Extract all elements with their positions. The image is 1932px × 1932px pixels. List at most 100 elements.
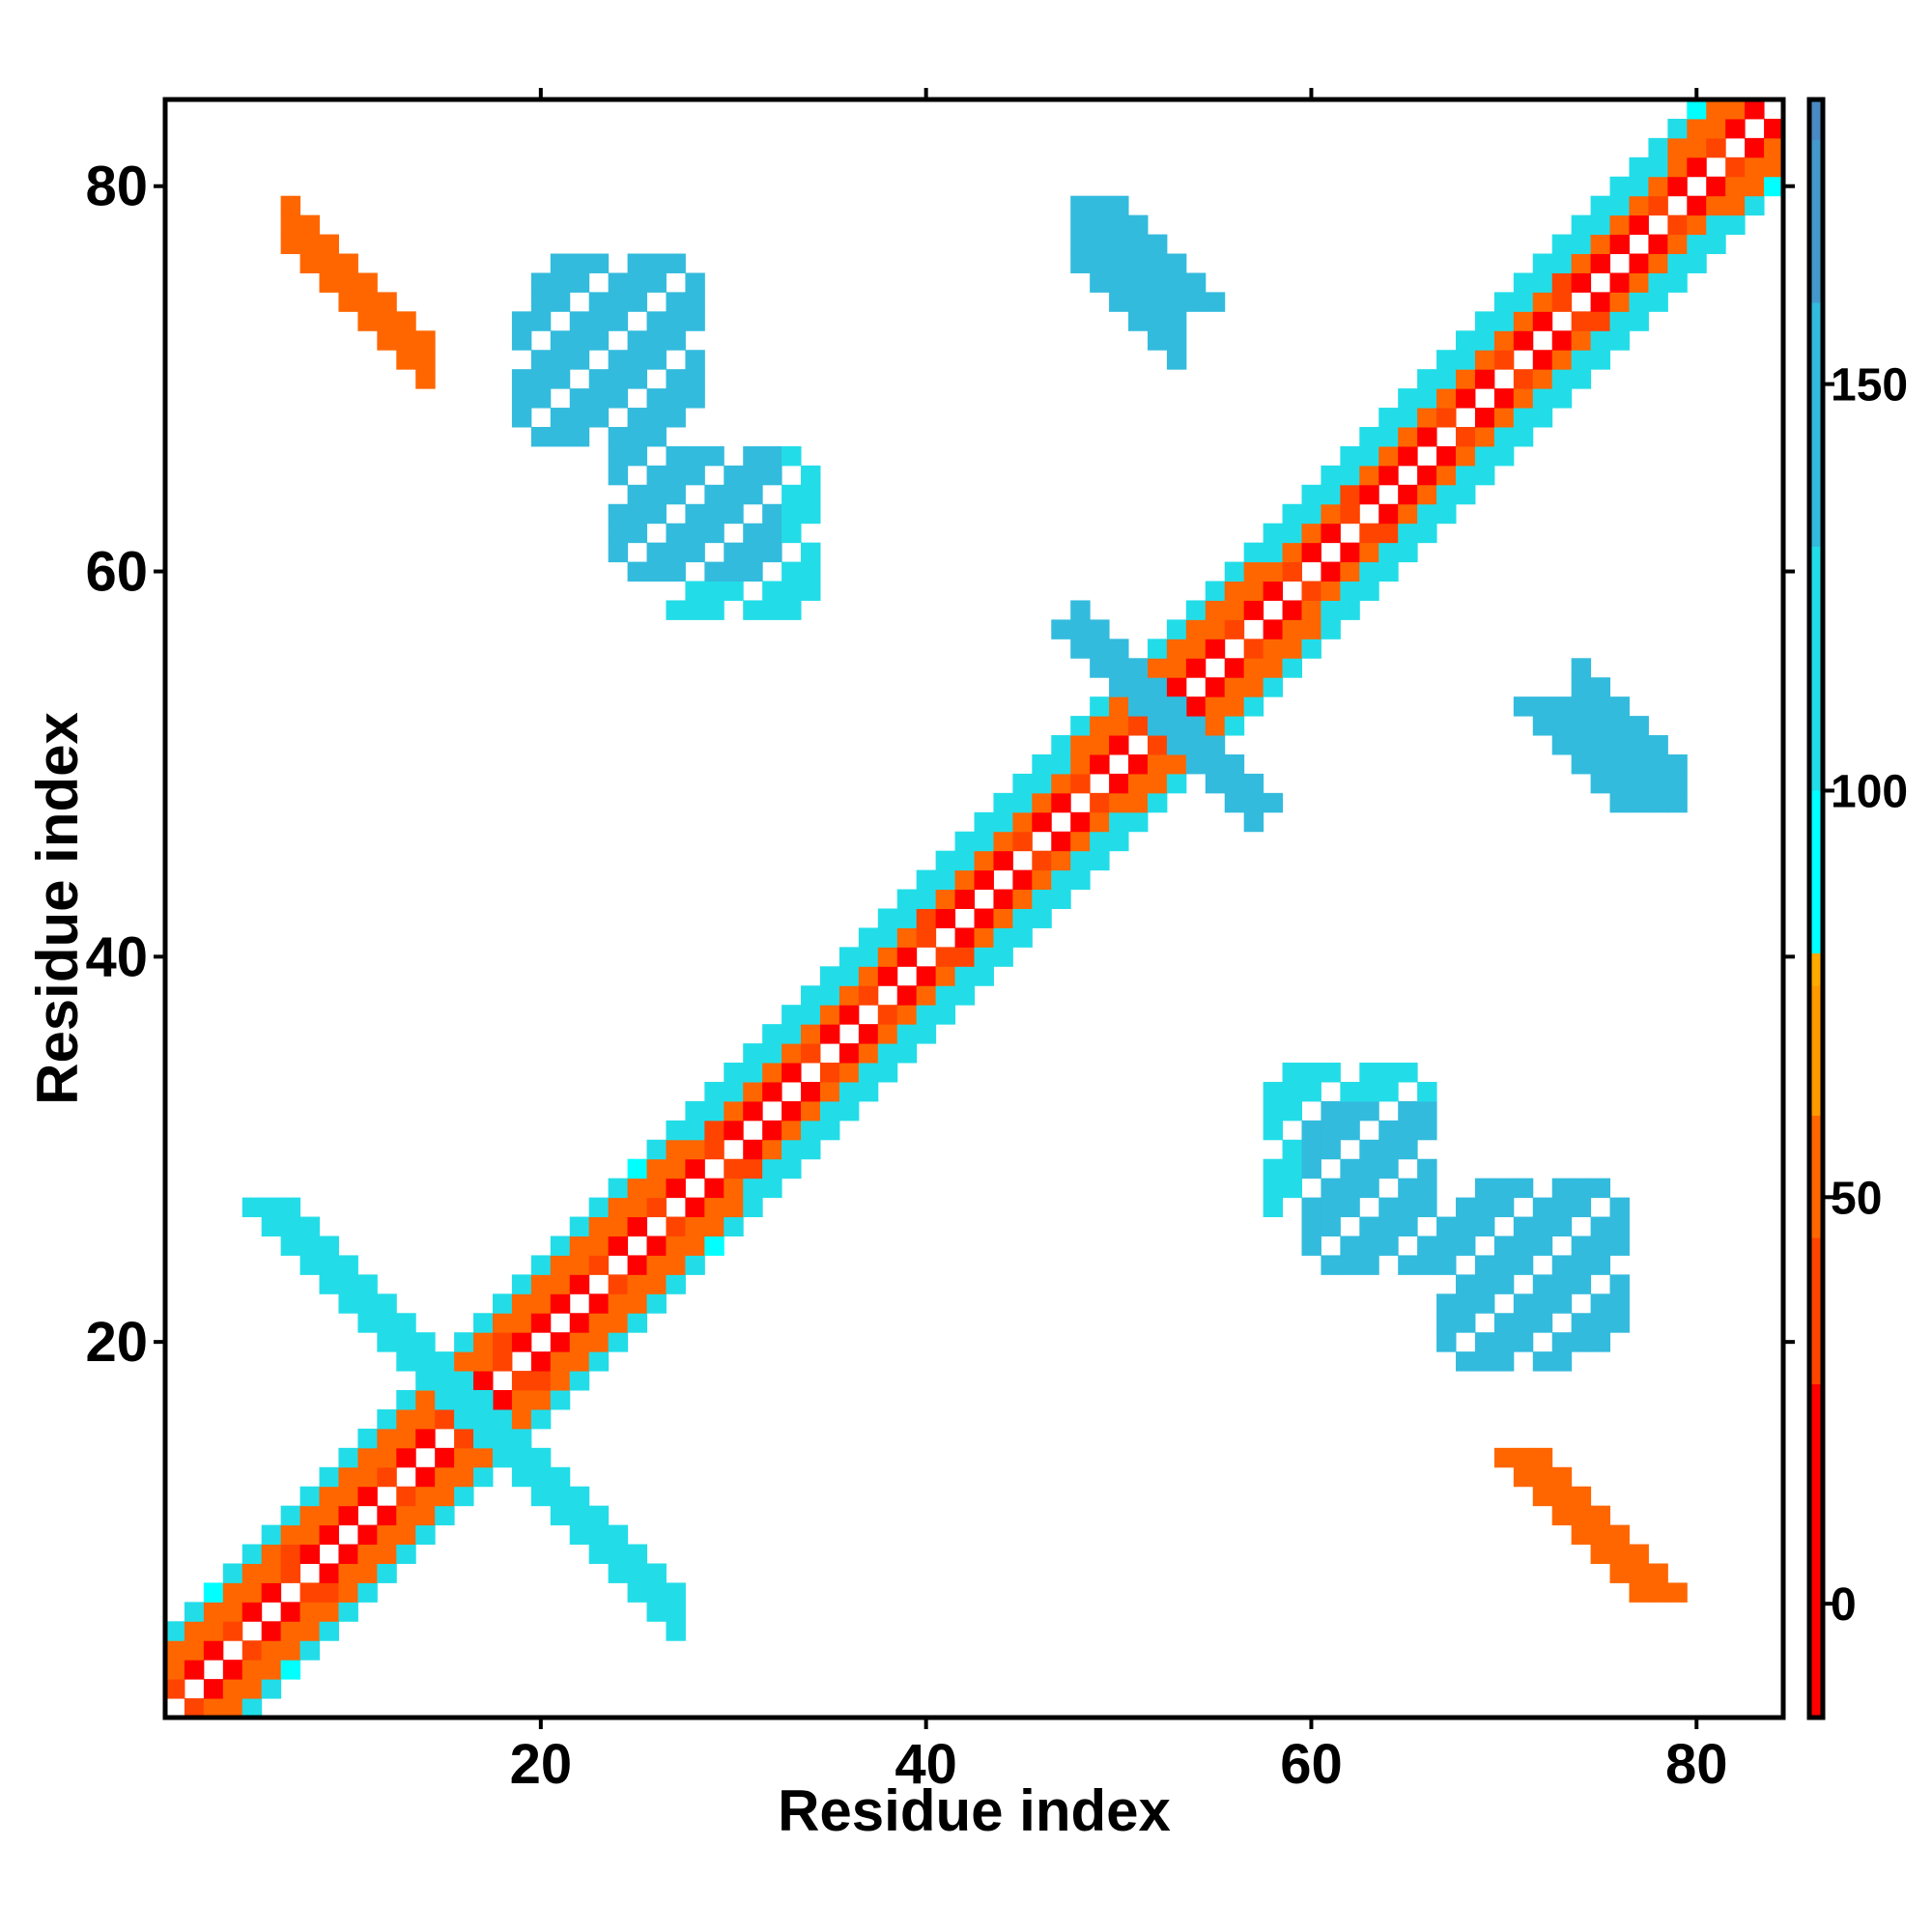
heatmap-cell bbox=[1070, 234, 1091, 255]
heatmap-cell bbox=[1764, 137, 1784, 158]
heatmap-cell bbox=[1609, 330, 1630, 351]
heatmap-cell bbox=[974, 831, 994, 852]
heatmap-cell bbox=[1359, 1178, 1379, 1199]
heatmap-cell bbox=[473, 1371, 494, 1391]
heatmap-cell bbox=[1417, 503, 1437, 525]
heatmap-cell bbox=[646, 388, 667, 409]
heatmap-cell bbox=[396, 1351, 416, 1372]
heatmap-cell bbox=[1513, 1255, 1534, 1275]
heatmap-cell bbox=[338, 1293, 358, 1314]
heatmap-cell bbox=[1532, 1197, 1553, 1218]
heatmap-cell bbox=[1090, 735, 1110, 755]
heatmap-cell bbox=[1359, 1100, 1379, 1122]
heatmap-cell bbox=[473, 1466, 494, 1488]
heatmap-cell bbox=[1590, 292, 1611, 312]
heatmap-cell bbox=[1493, 1255, 1515, 1275]
heatmap-cell bbox=[1590, 1313, 1611, 1333]
heatmap-cell bbox=[1513, 1178, 1534, 1199]
heatmap-cell bbox=[1667, 137, 1688, 158]
heatmap-cell bbox=[299, 1505, 321, 1526]
heatmap-cell bbox=[896, 1043, 918, 1064]
heatmap-cell bbox=[357, 1466, 378, 1488]
heatmap-cell bbox=[357, 1274, 378, 1294]
x-tick-label: 60 bbox=[1280, 1733, 1343, 1796]
heatmap-cell bbox=[1378, 1081, 1399, 1102]
heatmap-cell bbox=[1147, 696, 1168, 717]
heatmap-cell bbox=[1147, 658, 1168, 678]
heatmap-cell bbox=[1109, 292, 1129, 312]
heatmap-cell bbox=[435, 1408, 455, 1430]
heatmap-cell bbox=[1321, 465, 1341, 486]
heatmap-cell bbox=[1609, 1313, 1630, 1333]
heatmap-cell bbox=[1571, 696, 1592, 717]
heatmap-cell bbox=[1340, 542, 1360, 563]
heatmap-cell bbox=[1456, 1293, 1476, 1314]
heatmap-cell bbox=[1263, 1158, 1284, 1179]
heatmap-cell bbox=[1629, 195, 1649, 216]
heatmap-cell bbox=[974, 908, 994, 928]
heatmap-cell bbox=[1128, 234, 1149, 255]
heatmap-cell bbox=[1398, 426, 1418, 447]
heatmap-cell bbox=[896, 889, 918, 909]
heatmap-cell bbox=[1224, 773, 1245, 794]
heatmap-cell bbox=[1551, 272, 1573, 293]
heatmap-cell bbox=[1629, 253, 1649, 273]
heatmap-cell bbox=[762, 542, 782, 563]
heatmap-cell bbox=[319, 1466, 339, 1488]
heatmap-cell bbox=[819, 1100, 840, 1122]
heatmap-cell bbox=[1571, 1197, 1592, 1218]
heatmap-cell bbox=[415, 330, 436, 351]
heatmap-cell bbox=[222, 1563, 243, 1583]
heatmap-cell bbox=[1417, 1100, 1437, 1122]
heatmap-cell bbox=[704, 1216, 724, 1236]
heatmap-cell bbox=[1070, 811, 1091, 833]
heatmap-cell bbox=[608, 1313, 629, 1333]
heatmap-cell bbox=[704, 1081, 724, 1102]
heatmap-cell bbox=[454, 1428, 474, 1449]
heatmap-cell bbox=[1456, 1216, 1476, 1236]
heatmap-cell bbox=[1667, 1582, 1688, 1603]
heatmap-cell bbox=[454, 1332, 474, 1352]
heatmap-cell bbox=[1340, 1081, 1360, 1102]
heatmap-cell bbox=[222, 1660, 243, 1680]
heatmap-cell bbox=[743, 1043, 763, 1064]
heatmap-cell bbox=[1590, 696, 1611, 717]
heatmap-cell bbox=[280, 195, 301, 216]
heatmap-cell bbox=[1513, 1216, 1534, 1236]
heatmap-cell bbox=[1263, 1178, 1284, 1199]
heatmap-cell bbox=[377, 1408, 397, 1430]
heatmap-cell bbox=[415, 1332, 436, 1352]
heatmap-cell bbox=[1436, 369, 1457, 389]
heatmap-cell bbox=[550, 350, 571, 370]
heatmap-cell bbox=[1166, 716, 1187, 736]
heatmap-cell bbox=[819, 1081, 840, 1102]
heatmap-cell bbox=[569, 1236, 590, 1256]
heatmap-cell bbox=[492, 1332, 513, 1352]
heatmap-cell bbox=[627, 1293, 648, 1314]
heatmap-cell bbox=[1032, 792, 1052, 813]
heatmap-cell bbox=[1147, 677, 1168, 697]
heatmap-cell bbox=[1243, 542, 1264, 563]
heatmap-cell bbox=[743, 445, 763, 467]
colorbar-tick-label: 150 bbox=[1831, 360, 1908, 412]
heatmap-cell bbox=[1243, 600, 1264, 620]
heatmap-cell bbox=[1667, 253, 1688, 273]
heatmap-cell bbox=[1609, 1293, 1630, 1314]
heatmap-cell bbox=[627, 1563, 648, 1583]
heatmap-cell bbox=[993, 811, 1013, 833]
heatmap-cell bbox=[1456, 445, 1476, 467]
heatmap-cell bbox=[608, 272, 629, 293]
heatmap-cell bbox=[1648, 292, 1668, 312]
heatmap-cell bbox=[415, 1466, 436, 1488]
heatmap-cell bbox=[1551, 1332, 1573, 1352]
heatmap-cell bbox=[627, 1255, 648, 1275]
heatmap-cell bbox=[1513, 369, 1534, 389]
heatmap-cell bbox=[338, 272, 358, 293]
heatmap-cell bbox=[1551, 388, 1573, 409]
heatmap-cell bbox=[646, 311, 667, 331]
heatmap-cell bbox=[1532, 408, 1553, 428]
heatmap-cell bbox=[511, 1274, 532, 1294]
heatmap-cell bbox=[530, 272, 552, 293]
y-axis-ticks: 20 40 60 80 bbox=[85, 156, 1795, 1374]
heatmap-cell bbox=[299, 234, 321, 255]
